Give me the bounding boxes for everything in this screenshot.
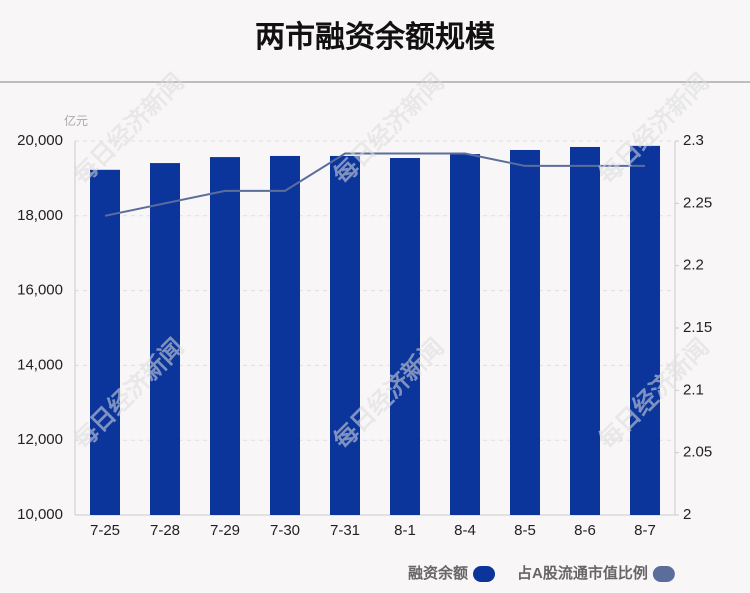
- bar: [330, 155, 360, 515]
- bar: [630, 145, 660, 515]
- x-tick-label: 7-30: [270, 522, 300, 539]
- x-tick-label: 7-25: [90, 522, 120, 539]
- y-tick-label: 16,000: [17, 282, 63, 299]
- x-tick-label: 7-28: [150, 522, 180, 539]
- x-tick-label: 8-5: [514, 522, 536, 539]
- legend-label: 融资余额: [408, 564, 468, 582]
- y2-tick-label: 2.2: [683, 257, 704, 274]
- y2-tick-label: 2.15: [683, 319, 712, 336]
- y2-tick-label: 2.3: [683, 132, 704, 149]
- y2-tick-label: 2.25: [683, 194, 712, 211]
- legend-swatch: [652, 566, 675, 582]
- bar: [210, 157, 240, 515]
- x-tick-label: 8-6: [574, 522, 596, 539]
- y2-tick-label: 2.05: [683, 444, 712, 461]
- y-tick-label: 12,000: [17, 431, 63, 448]
- chart-title: 两市融资余额规模: [255, 20, 495, 54]
- x-tick-label: 8-7: [634, 522, 656, 539]
- y-tick-label: 18,000: [17, 207, 63, 224]
- line: [104, 152, 645, 217]
- bar: [90, 169, 120, 515]
- x-tick-label: 8-4: [454, 522, 476, 539]
- bar: [570, 146, 600, 515]
- unit-label: 亿元: [64, 113, 88, 128]
- bar: [450, 154, 480, 515]
- x-tick-label: 7-31: [330, 522, 360, 539]
- bar: [150, 163, 180, 516]
- y-tick-label: 10,000: [17, 506, 63, 523]
- y-tick-label: 20,000: [17, 132, 63, 149]
- legend-swatch: [473, 566, 496, 582]
- bar: [390, 158, 420, 515]
- bar: [510, 149, 540, 515]
- y2-tick-label: 2.1: [683, 381, 704, 398]
- legend-label: 占A股流通市值比例: [517, 564, 648, 582]
- bar: [270, 155, 300, 515]
- x-tick-label: 8-1: [394, 522, 416, 539]
- x-tick-label: 7-29: [210, 522, 240, 539]
- y2-tick-label: 2: [683, 506, 691, 523]
- y-tick-label: 14,000: [17, 356, 63, 373]
